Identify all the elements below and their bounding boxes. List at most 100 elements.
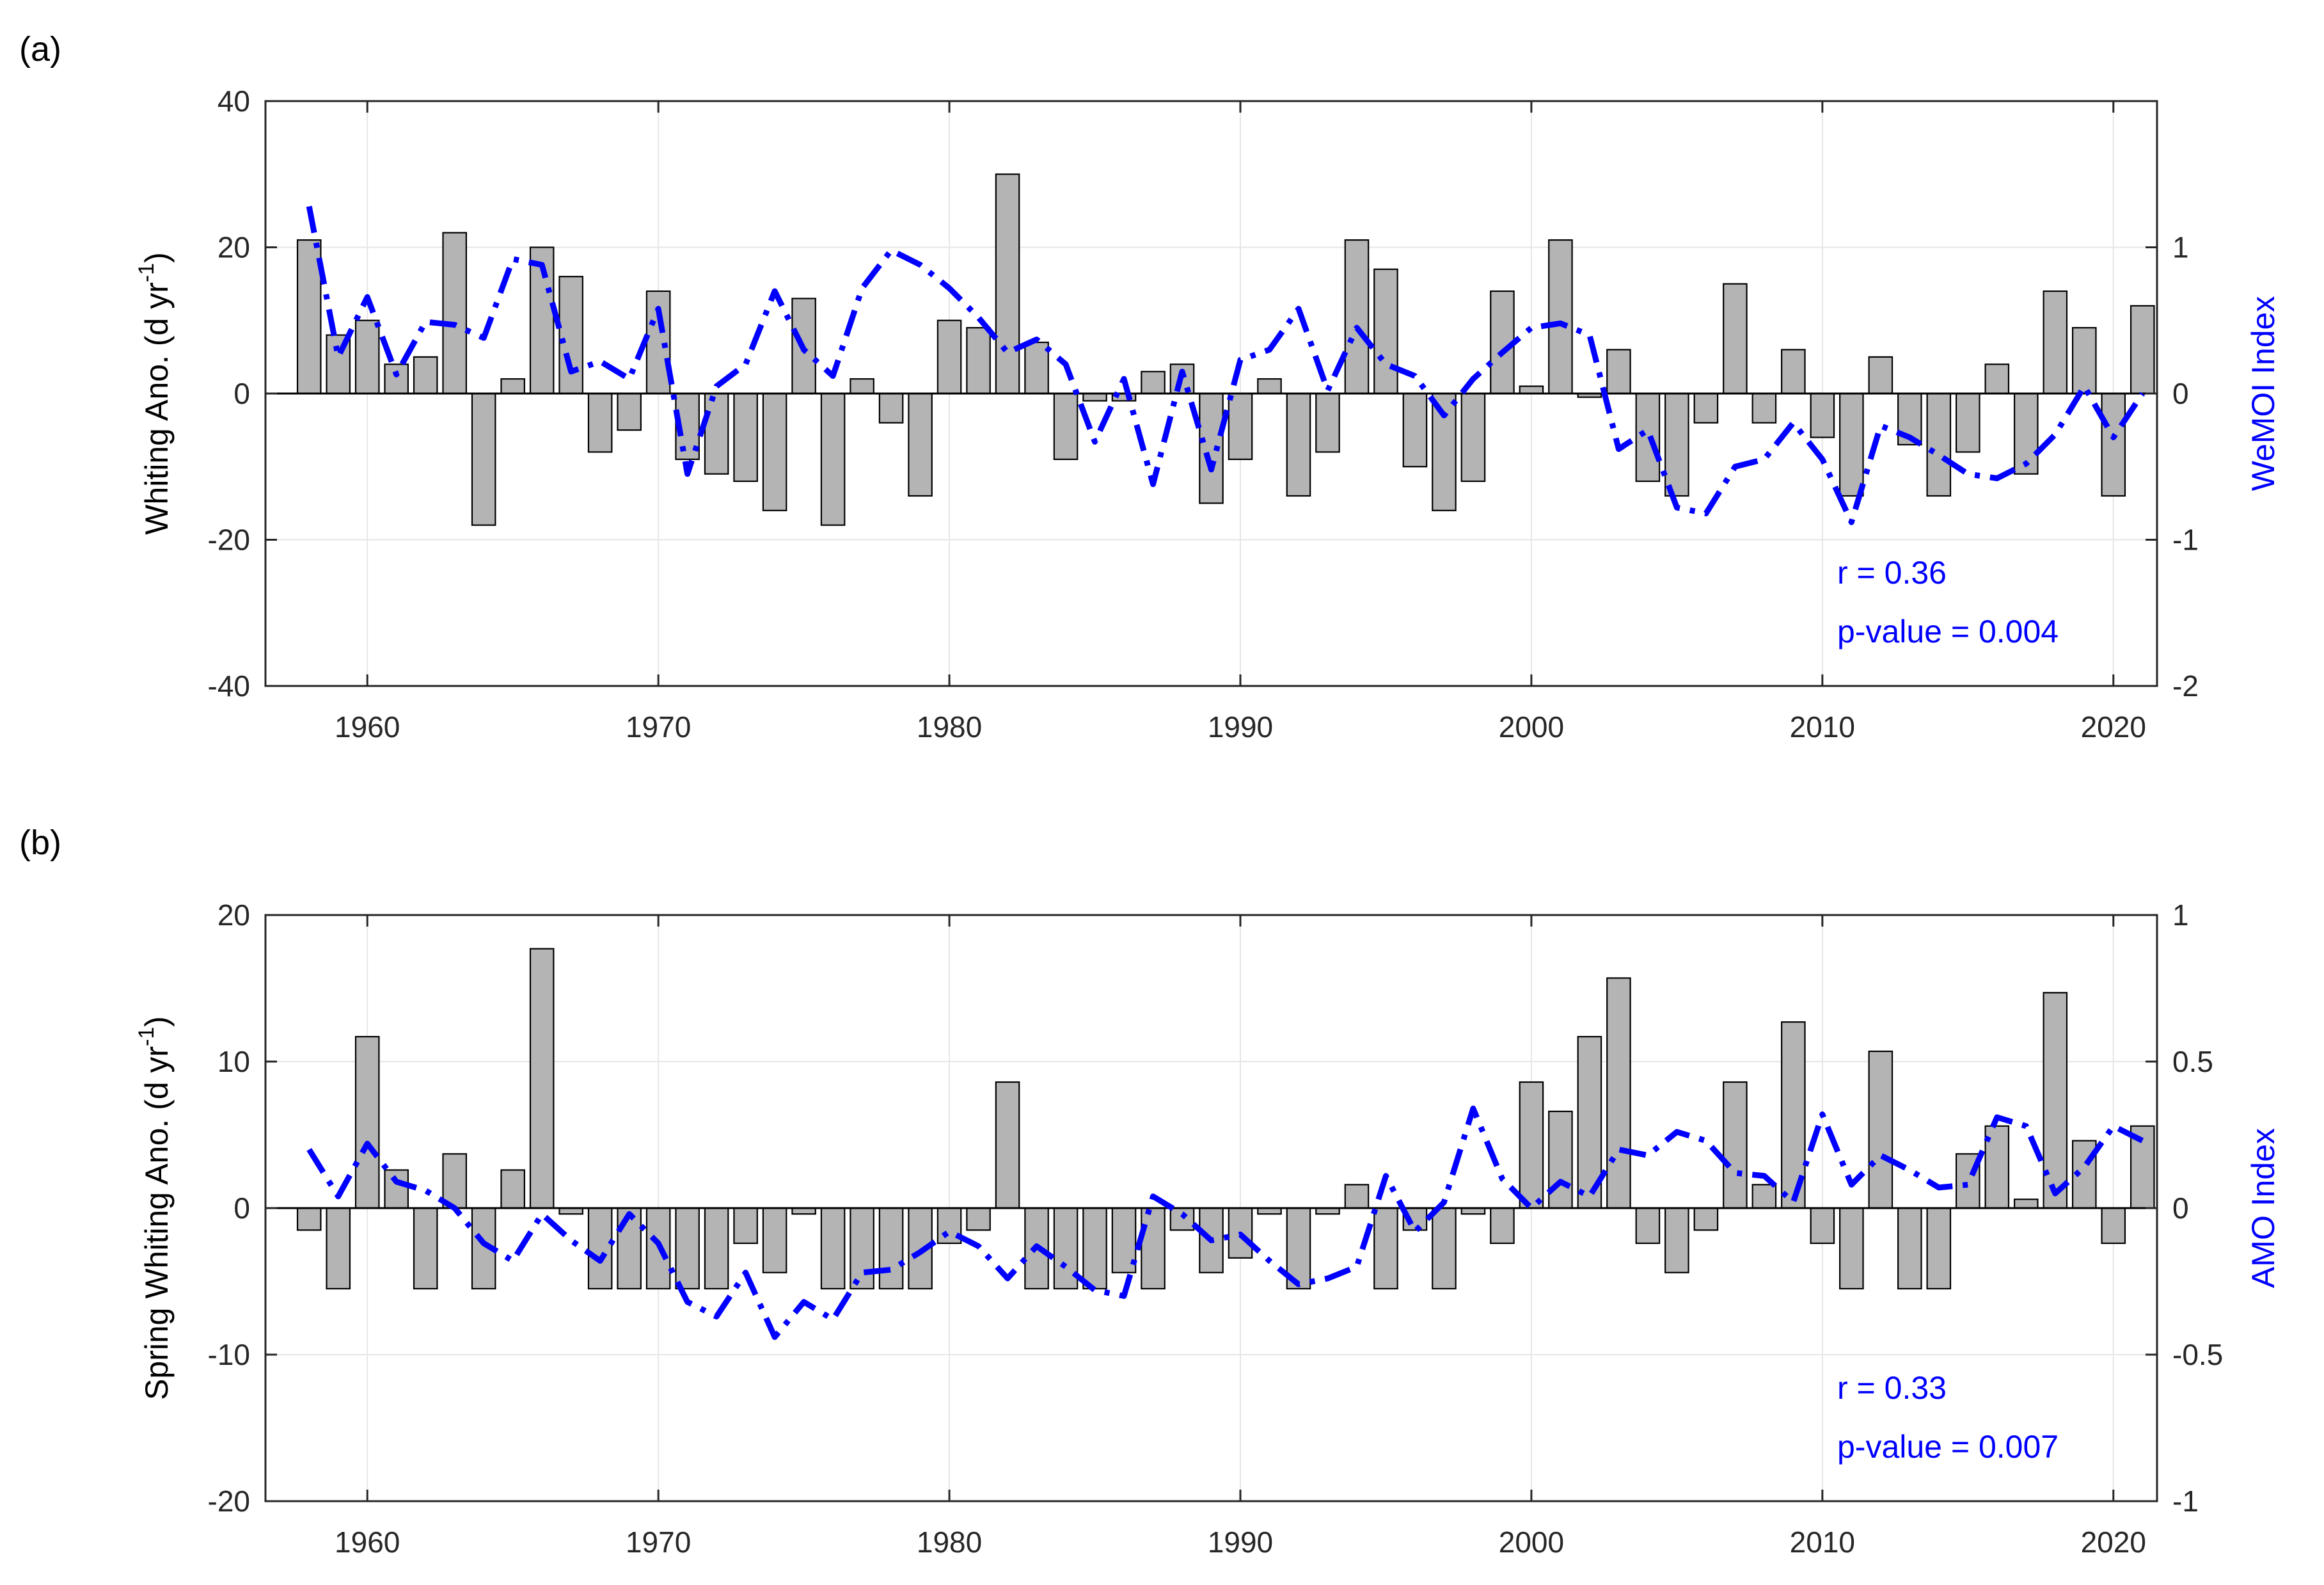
y-left-tick-label: 0 bbox=[233, 1191, 250, 1225]
bar-1995 bbox=[1373, 268, 1398, 395]
bar-1976 bbox=[820, 1207, 846, 1290]
bar-1972 bbox=[704, 1207, 729, 1290]
bar-1980 bbox=[937, 319, 962, 395]
bar-2003 bbox=[1606, 349, 1631, 395]
bar-series bbox=[296, 173, 2155, 526]
bar-2011 bbox=[1839, 392, 1864, 497]
y-left-tick-label: 20 bbox=[217, 898, 250, 932]
x-tick-label: 1990 bbox=[1208, 710, 1273, 744]
bar-2005 bbox=[1664, 1207, 1689, 1273]
bar-1981 bbox=[966, 327, 991, 395]
y-left-tick-label: -10 bbox=[208, 1338, 250, 1371]
y-right-tick-label: -1 bbox=[2172, 1485, 2199, 1518]
x-tick-label: 1970 bbox=[626, 710, 691, 744]
bar-2000 bbox=[1519, 1081, 1544, 1209]
y-right-tick-label: 1 bbox=[2172, 898, 2189, 932]
y-right-tick-label: 0 bbox=[2172, 1191, 2189, 1225]
bar-1972 bbox=[704, 392, 729, 475]
bar-1968 bbox=[587, 392, 613, 453]
bar-1991 bbox=[1257, 378, 1282, 395]
x-tick-label: 1990 bbox=[1208, 1525, 1273, 1559]
y-right-tick-label: 0.5 bbox=[2172, 1045, 2213, 1078]
bar-1981 bbox=[966, 1207, 991, 1231]
bar-1964 bbox=[471, 392, 496, 526]
bar-1985 bbox=[1082, 1207, 1107, 1290]
x-tick-label: 1960 bbox=[335, 710, 400, 744]
y-right-tick-label: 1 bbox=[2172, 231, 2189, 264]
bar-2000 bbox=[1519, 385, 1544, 395]
bar-1979 bbox=[908, 1207, 933, 1290]
bar-1996 bbox=[1402, 392, 1428, 468]
tick-labels: 1960 1970 1980 1990 2000 2010 2020-40-2002040-… bbox=[208, 84, 2199, 744]
bar-2005 bbox=[1664, 392, 1689, 497]
bar-1998 bbox=[1460, 392, 1486, 482]
bar-2021 bbox=[2130, 305, 2155, 395]
bar-1969 bbox=[617, 392, 642, 431]
bar-2007 bbox=[1723, 1081, 1748, 1209]
bar-1960 bbox=[354, 319, 380, 395]
bar-1986 bbox=[1111, 1207, 1137, 1273]
bar-2012 bbox=[1868, 1050, 1893, 1209]
x-tick-label: 2020 bbox=[2081, 1525, 2146, 1559]
x-tick-label: 1970 bbox=[626, 1525, 691, 1559]
panel-label: (b) bbox=[19, 824, 61, 862]
bar-1987 bbox=[1141, 1207, 1166, 1290]
bar-1959 bbox=[326, 1207, 351, 1290]
bar-1963 bbox=[442, 1153, 467, 1209]
bar-2018 bbox=[2043, 992, 2068, 1209]
bar-1958 bbox=[296, 1207, 322, 1231]
bar-2019 bbox=[2071, 327, 2097, 395]
y-left-tick-label: 20 bbox=[217, 231, 250, 264]
bar-1977 bbox=[850, 378, 874, 395]
bar-2004 bbox=[1635, 1207, 1661, 1245]
panel-b: (b) 1960 1970 1980 1990 2000 2010 2020-20-1001… bbox=[19, 824, 2281, 1559]
bar-1992 bbox=[1286, 392, 1311, 497]
index-line-series bbox=[306, 1105, 2144, 1340]
x-tick-label: 1980 bbox=[917, 1525, 982, 1559]
bar-1961 bbox=[384, 363, 409, 395]
x-tick-label: 1960 bbox=[335, 1525, 400, 1559]
correlation-r: r = 0.33 bbox=[1837, 1370, 1947, 1406]
bar-1993 bbox=[1315, 392, 1340, 453]
bar-2008 bbox=[1751, 1184, 1777, 1209]
y-left-tick-label: -20 bbox=[208, 1485, 250, 1518]
bar-1962 bbox=[413, 356, 438, 395]
bar-2014 bbox=[1926, 392, 1952, 497]
bar-2001 bbox=[1548, 1110, 1573, 1209]
bar-2012 bbox=[1868, 356, 1893, 395]
bar-1976 bbox=[820, 392, 846, 526]
bar-2009 bbox=[1781, 349, 1806, 395]
x-tick-label: 1980 bbox=[917, 710, 982, 744]
tick-labels: 1960 1970 1980 1990 2000 2010 2020-20-1001020-… bbox=[208, 898, 2224, 1559]
bar-1962 bbox=[413, 1207, 438, 1290]
bar-2020 bbox=[2101, 1207, 2126, 1245]
x-tick-label: 2000 bbox=[1499, 1525, 1564, 1559]
bar-1984 bbox=[1053, 1207, 1079, 1290]
bar-2007 bbox=[1723, 283, 1748, 395]
y-right-tick-label: -0.5 bbox=[2172, 1338, 2223, 1371]
bar-1963 bbox=[442, 232, 467, 395]
bar-1966 bbox=[529, 948, 555, 1209]
bar-1978 bbox=[878, 392, 904, 424]
bar-1982 bbox=[995, 1081, 1020, 1209]
y-left-tick-label: 40 bbox=[217, 84, 250, 118]
y-right-tick-label: -1 bbox=[2172, 523, 2199, 557]
bar-1995 bbox=[1373, 1207, 1398, 1290]
bar-2008 bbox=[1751, 392, 1777, 424]
bar-1987 bbox=[1141, 370, 1166, 395]
bar-1965 bbox=[500, 378, 525, 395]
bar-1977 bbox=[850, 1207, 874, 1290]
bar-2017 bbox=[2013, 1199, 2039, 1209]
bar-2020 bbox=[2101, 392, 2126, 497]
bar-1958 bbox=[296, 239, 322, 395]
bar-2006 bbox=[1693, 392, 1719, 424]
bar-series bbox=[296, 948, 2155, 1290]
bar-1971 bbox=[675, 1207, 700, 1290]
bar-1967 bbox=[558, 276, 583, 395]
p-value: p-value = 0.004 bbox=[1837, 614, 2059, 649]
panel-a: (a) 1960 1970 1980 1990 2000 2010 2020-40-2002… bbox=[19, 30, 2281, 744]
x-tick-label: 2010 bbox=[1790, 710, 1855, 744]
bar-2013 bbox=[1897, 1207, 1922, 1290]
bar-2001 bbox=[1548, 239, 1573, 395]
